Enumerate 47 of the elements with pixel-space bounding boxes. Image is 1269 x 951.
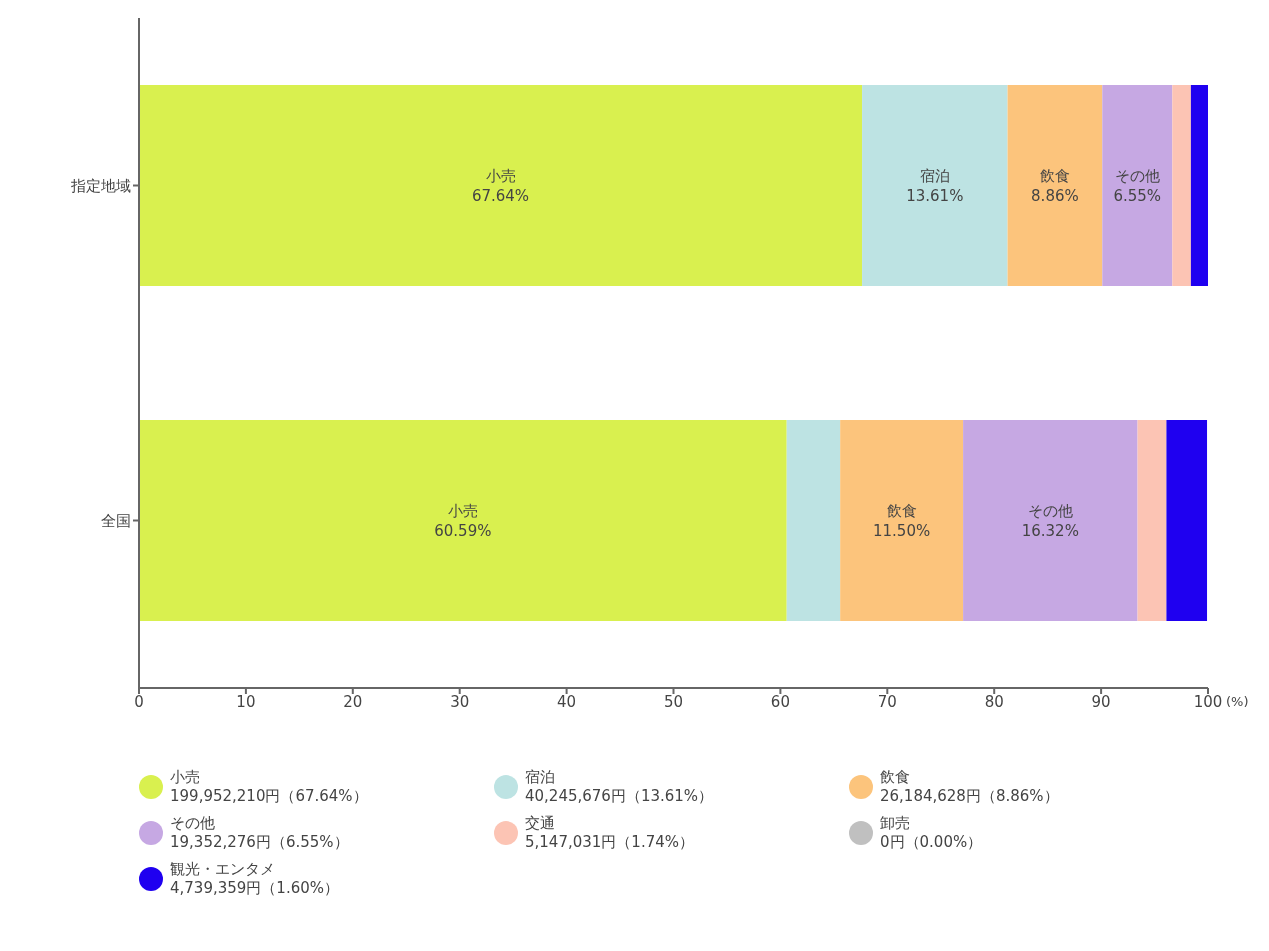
x-tick-label: 0 bbox=[134, 692, 144, 711]
legend-label: 宿泊 bbox=[525, 768, 556, 787]
text: 199,952,210円（67.64%） bbox=[170, 787, 368, 806]
text: 5,147,031円（1.74%） bbox=[525, 833, 694, 852]
data-label: その他 6.55% bbox=[1113, 166, 1162, 204]
x-tick-label: 20 bbox=[343, 692, 363, 711]
bar bbox=[1172, 85, 1191, 286]
bar bbox=[840, 420, 964, 621]
data-label: 飲食 11.50% bbox=[873, 501, 931, 539]
bar bbox=[139, 420, 787, 621]
text: 26,184,628円（8.86%） bbox=[880, 787, 1059, 806]
data-label: 飲食 8.86% bbox=[1031, 166, 1079, 204]
text: 0円（0.00%） bbox=[880, 833, 983, 852]
x-tick-label: 80 bbox=[984, 692, 1004, 711]
text: 19,352,276円（6.55%） bbox=[170, 833, 349, 852]
bar bbox=[786, 420, 841, 621]
x-tick-label: 30 bbox=[450, 692, 470, 711]
y-tick-label: 全国 bbox=[101, 511, 131, 530]
data-label: 小売 60.59% bbox=[434, 501, 492, 539]
x-tick-label: 10 bbox=[236, 692, 256, 711]
bar bbox=[1007, 85, 1103, 286]
x-tick-label: 50 bbox=[663, 692, 684, 711]
legend-label: 交通 bbox=[525, 814, 556, 833]
legend-label: 卸売 bbox=[880, 814, 911, 833]
bar bbox=[1166, 420, 1208, 621]
data-label: 宿泊 13.61% bbox=[906, 166, 964, 204]
bar bbox=[139, 85, 863, 286]
data-label: 小売 67.64% bbox=[471, 166, 530, 204]
y-tick-label: 指定地域 bbox=[70, 176, 131, 195]
x-tick-label: 90 bbox=[1091, 692, 1111, 711]
legend-label: その他 bbox=[170, 814, 216, 833]
legend-label: 飲食 bbox=[880, 768, 911, 787]
bar bbox=[1137, 420, 1167, 621]
x-tick-label: 60 bbox=[770, 692, 790, 711]
text: 40,245,676円（13.61%） bbox=[525, 787, 714, 806]
x-tick-label: 70 bbox=[877, 692, 897, 711]
x-axis-title: (%) bbox=[1226, 693, 1249, 709]
bar bbox=[862, 85, 1008, 286]
x-tick-label: 100 bbox=[1193, 692, 1223, 711]
text: 4,739,359円（1.60%） bbox=[170, 879, 339, 898]
data-label: その他 16.32% bbox=[1021, 501, 1079, 539]
bar bbox=[1190, 85, 1208, 286]
legend-label: 観光・エンタメ bbox=[170, 860, 276, 879]
bar bbox=[963, 420, 1138, 621]
legend-label: 小売 bbox=[170, 768, 201, 787]
x-tick-label: 40 bbox=[557, 692, 577, 711]
bar bbox=[1102, 85, 1173, 286]
